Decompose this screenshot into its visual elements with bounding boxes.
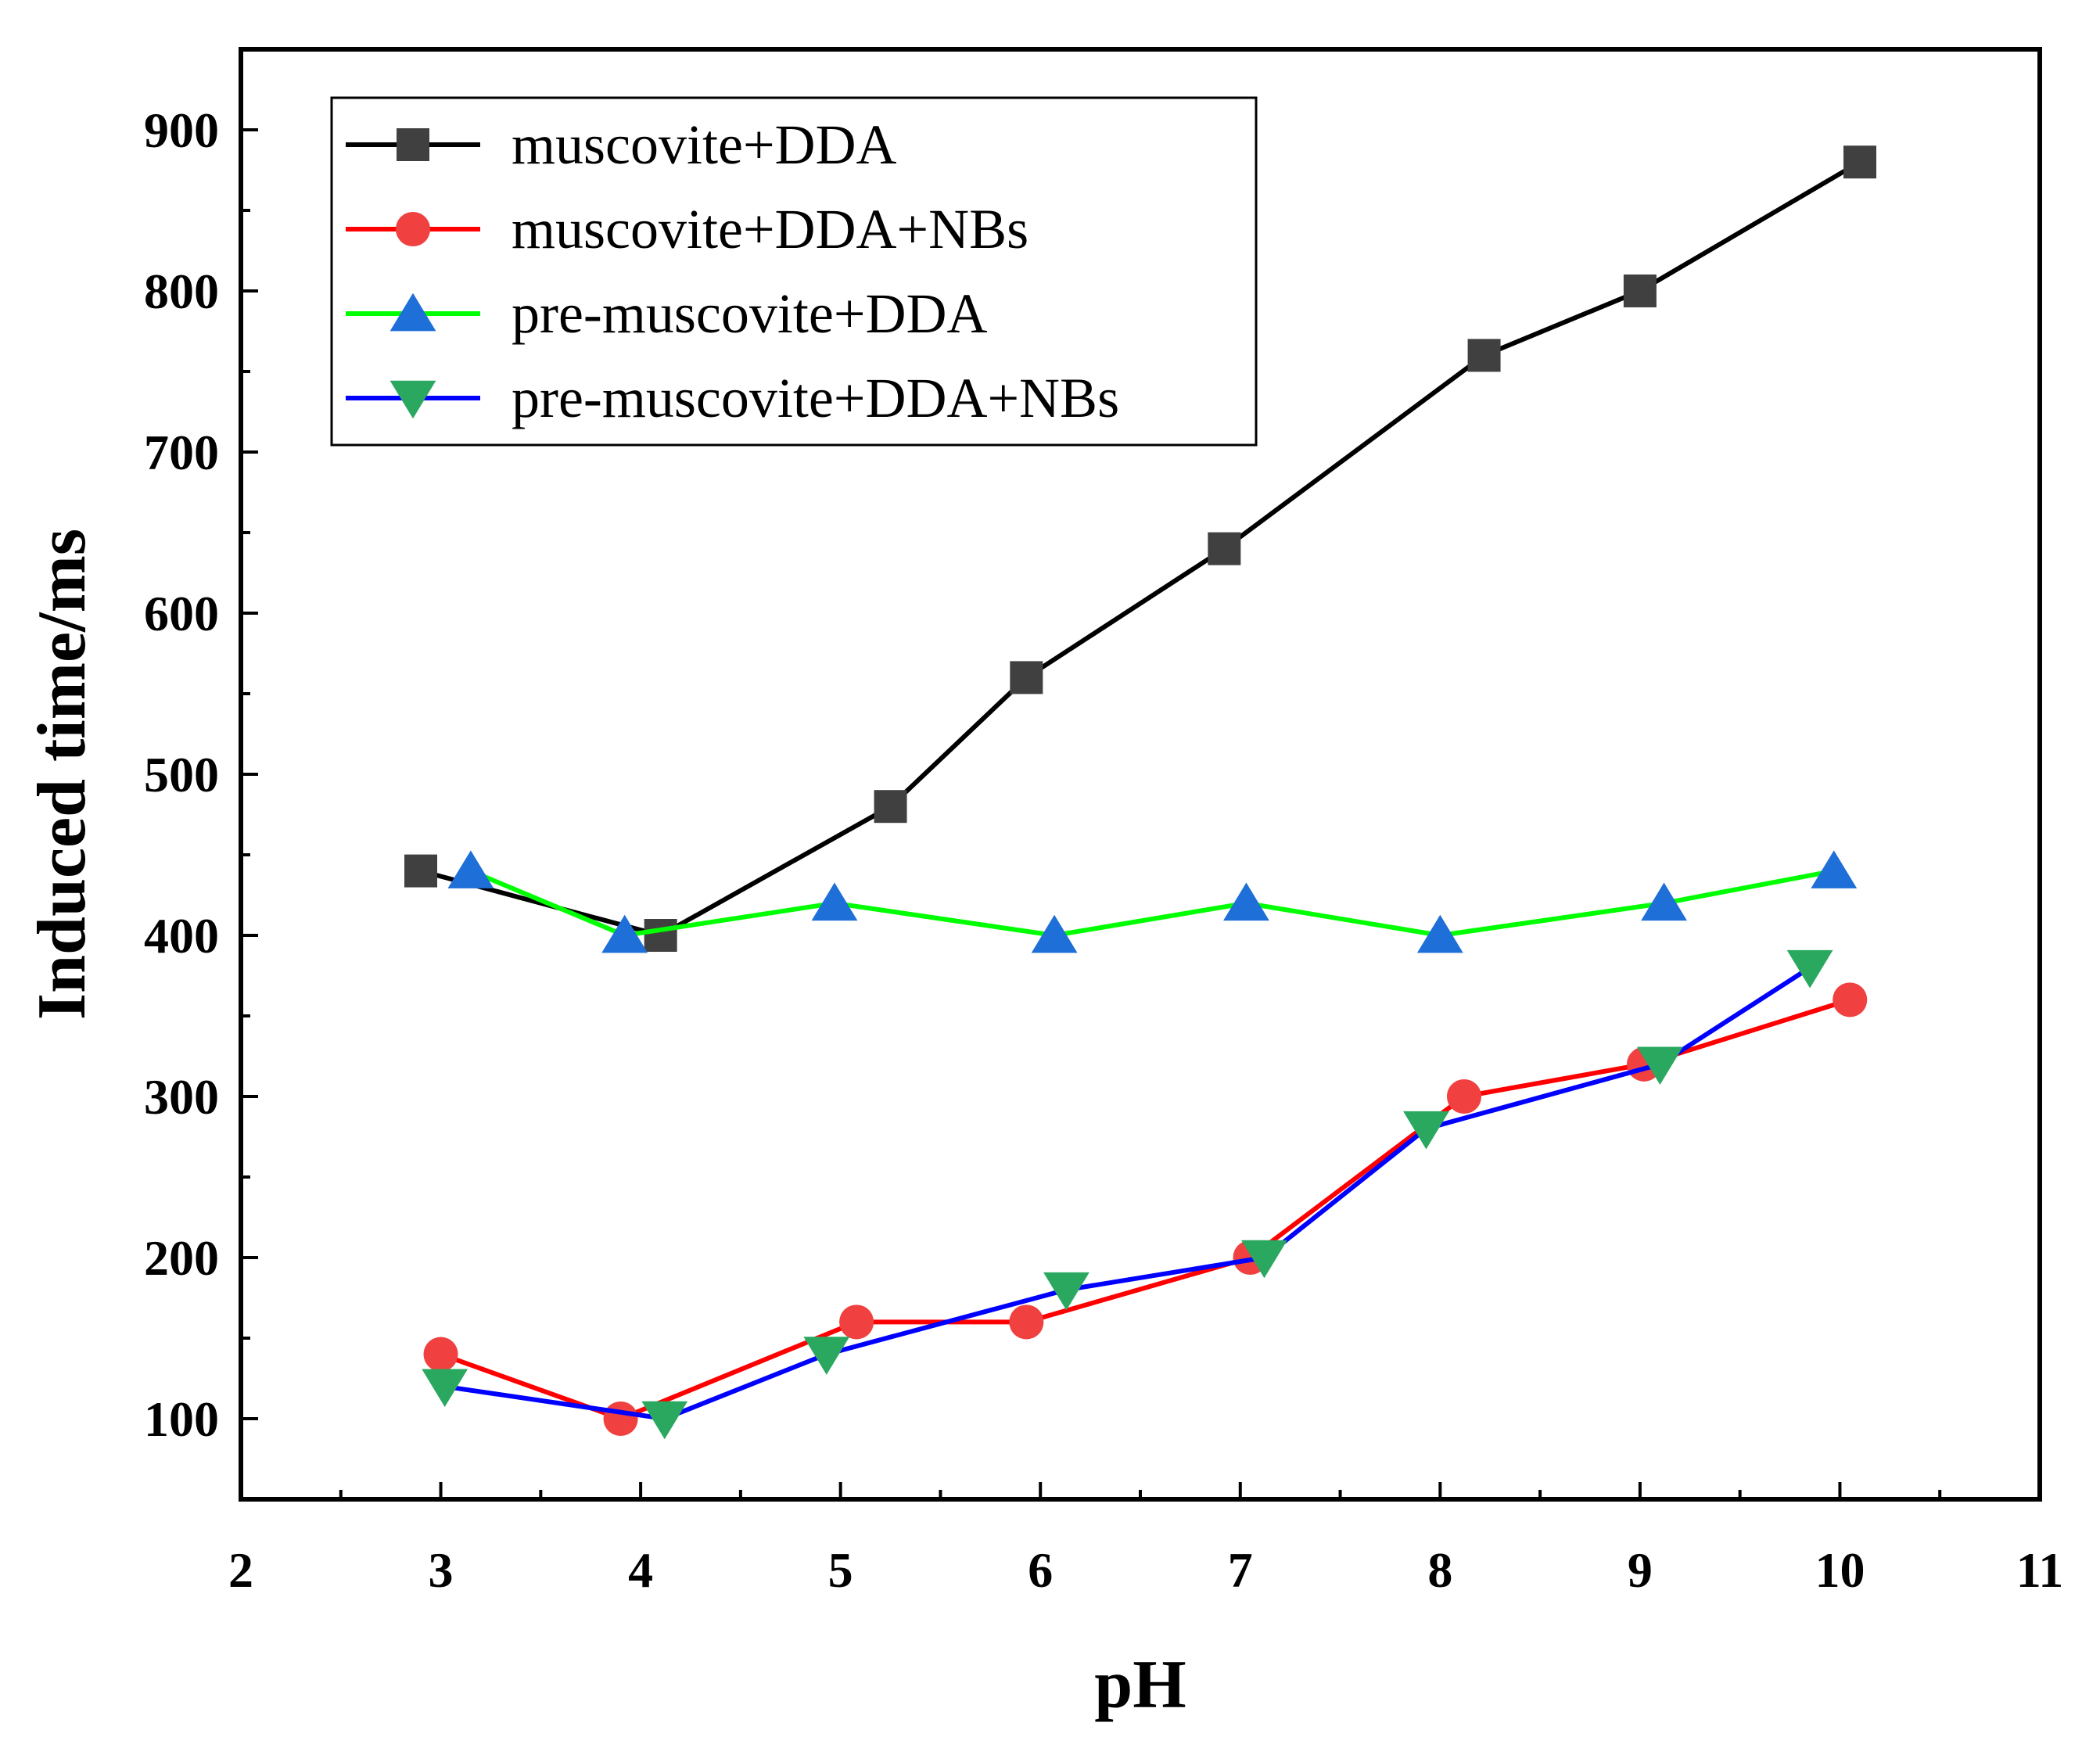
marker-circle — [1446, 1078, 1482, 1114]
marker-triangle-up — [601, 914, 648, 953]
marker-square — [1467, 339, 1501, 372]
legend-box — [330, 96, 1258, 447]
x-tick-label: 10 — [1815, 1542, 1865, 1598]
axis-ticks — [239, 128, 2041, 1499]
y-tick-label: 700 — [144, 425, 219, 480]
x-tick-label: 9 — [1628, 1542, 1653, 1598]
marker-triangle-down — [803, 1337, 850, 1375]
y-axis-title: Induced time/ms — [24, 529, 100, 1020]
x-tick-label: 7 — [1228, 1542, 1253, 1598]
marker-triangle-up — [1641, 882, 1687, 921]
marker-square — [1623, 275, 1657, 307]
marker-triangle-down — [641, 1401, 688, 1440]
y-tick-label: 400 — [144, 908, 219, 964]
marker-square — [397, 128, 429, 161]
legend: muscovite+DDA muscovite+DDA+NBs pre-muscov… — [330, 96, 1258, 447]
marker-triangle-up — [811, 882, 858, 921]
y-tick-label: 300 — [144, 1069, 219, 1125]
marker-triangle-down — [1786, 949, 1833, 989]
series-line — [469, 868, 1835, 938]
marker-triangle-down — [1043, 1272, 1089, 1311]
x-tick-label: 8 — [1427, 1542, 1452, 1598]
x-tick-label: 5 — [828, 1542, 853, 1598]
y-tick-label: 600 — [144, 586, 219, 641]
series-1 — [404, 145, 1876, 952]
legend-item: muscovite+DDA+NBs — [346, 198, 1028, 260]
marker-square — [1208, 532, 1241, 565]
marker-square — [644, 919, 677, 952]
marker-triangle-down — [1637, 1046, 1683, 1086]
marker-triangle-up — [1416, 914, 1463, 953]
marker-circle — [423, 1337, 458, 1372]
marker-triangle-up — [447, 850, 494, 888]
marker-triangle-down — [1241, 1240, 1287, 1279]
tick-labels: 2 3 4 5 6 7 8 9 10 11 100 200 300 400 500 600 700 800 900 — [144, 102, 2063, 1598]
series-4 — [422, 949, 1833, 1440]
y-tick-label: 800 — [144, 264, 219, 319]
legend-label: pre-muscovite+DDA — [512, 282, 987, 345]
marker-triangle-up — [389, 292, 436, 332]
marker-triangle-down — [1403, 1111, 1449, 1150]
series-line — [420, 160, 1861, 938]
marker-triangle-up — [1031, 914, 1078, 953]
marker-circle — [1833, 982, 1868, 1017]
marker-square — [874, 790, 907, 824]
series-layer — [404, 145, 1876, 1440]
marker-triangle-down — [389, 380, 436, 419]
y-tick-label: 500 — [144, 747, 219, 802]
legend-item: pre-muscovite+DDA — [346, 282, 987, 345]
marker-circle — [603, 1401, 638, 1437]
marker-circle — [395, 211, 431, 247]
x-tick-label: 3 — [429, 1542, 454, 1598]
y-tick-label: 900 — [144, 102, 219, 158]
series-line — [444, 965, 1811, 1421]
marker-square — [404, 854, 437, 888]
marker-square — [1843, 145, 1876, 179]
marker-circle — [839, 1305, 874, 1340]
y-tick-label: 200 — [144, 1230, 219, 1286]
x-axis-title: pH — [1094, 1647, 1186, 1723]
legend-label: pre-muscovite+DDA+NBs — [512, 367, 1119, 429]
marker-circle — [1009, 1305, 1044, 1340]
legend-label: muscovite+DDA — [512, 113, 897, 176]
legend-label: muscovite+DDA+NBs — [512, 198, 1028, 260]
y-tick-label: 100 — [144, 1391, 219, 1447]
x-tick-label: 2 — [228, 1542, 253, 1598]
marker-triangle-up — [1811, 850, 1858, 888]
x-tick-label: 4 — [628, 1542, 653, 1598]
x-tick-label: 6 — [1028, 1542, 1053, 1598]
x-tick-label: 11 — [2016, 1542, 2063, 1598]
legend-item: muscovite+DDA — [346, 113, 897, 176]
series-3 — [447, 850, 1858, 953]
marker-triangle-down — [422, 1369, 468, 1408]
marker-square — [1010, 661, 1043, 694]
marker-triangle-up — [1223, 882, 1269, 921]
legend-item: pre-muscovite+DDA+NBs — [346, 367, 1119, 429]
